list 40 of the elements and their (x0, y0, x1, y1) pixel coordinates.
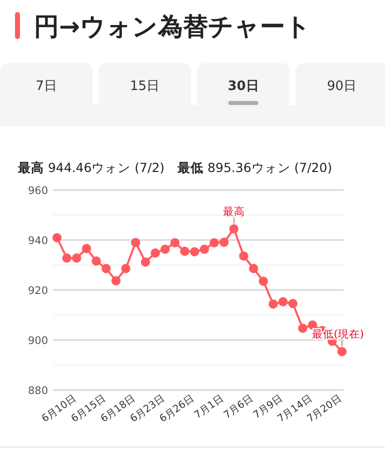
point (82, 244, 92, 254)
point (268, 299, 278, 309)
point (278, 297, 288, 306)
point (62, 253, 72, 263)
point (72, 253, 82, 263)
point (121, 264, 130, 274)
point (131, 238, 140, 248)
point (229, 224, 238, 234)
point (150, 248, 160, 258)
text: 7日 (36, 79, 57, 94)
point (288, 298, 298, 308)
point (160, 244, 170, 254)
point (170, 238, 180, 248)
y-tick-label: 920 (28, 285, 48, 297)
point (298, 324, 308, 333)
chart-title: 円→ウォン為替チャート (34, 12, 311, 41)
text: 90日 (326, 79, 357, 94)
chart-subtitle: 最高 944.46ウォン (7/2) 最低 895.36ウォン (7/20) (17, 160, 332, 175)
point (180, 246, 190, 256)
point (92, 256, 101, 266)
y-tick-label: 880 (28, 385, 48, 397)
point (102, 264, 111, 274)
point (239, 251, 248, 261)
point (219, 238, 229, 247)
point (190, 247, 200, 256)
y-tick-label: 960 (28, 185, 48, 197)
text: 15日 (130, 79, 160, 94)
point (52, 233, 62, 242)
point (308, 320, 318, 330)
point (111, 276, 121, 286)
annotation: 最高 (222, 204, 245, 218)
point (200, 244, 210, 254)
point (258, 276, 268, 286)
point (337, 347, 347, 356)
y-tick-label: 940 (28, 235, 48, 247)
point (248, 264, 258, 274)
point (210, 238, 219, 248)
text: 30日 (228, 79, 259, 94)
y-tick-label: 900 (28, 335, 48, 347)
point (140, 257, 150, 267)
